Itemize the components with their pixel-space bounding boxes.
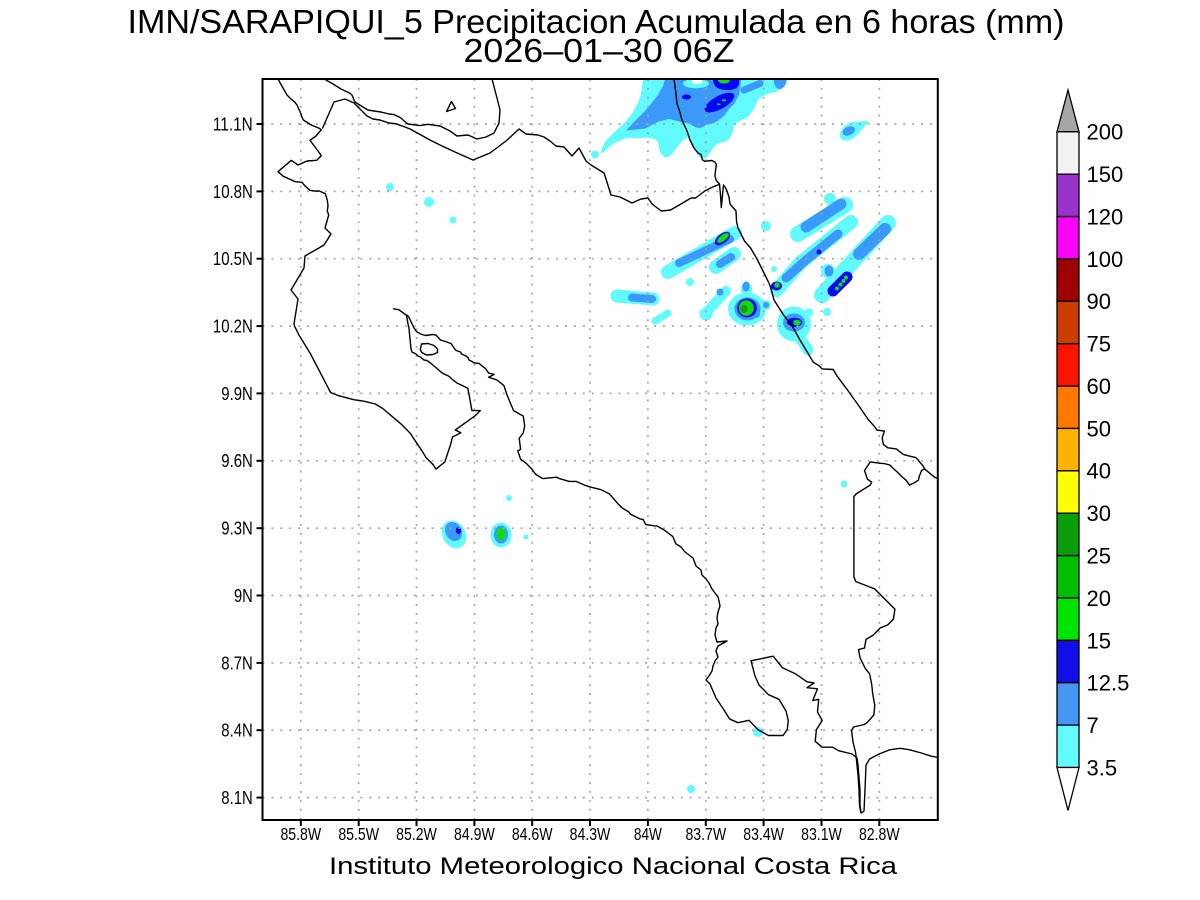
svg-text:40: 40	[1087, 459, 1111, 484]
svg-text:11.1N: 11.1N	[213, 114, 253, 134]
svg-text:83.7W: 83.7W	[685, 824, 726, 844]
svg-text:83.1W: 83.1W	[801, 824, 842, 844]
svg-text:7: 7	[1087, 713, 1099, 738]
svg-text:83.4W: 83.4W	[743, 824, 784, 844]
svg-text:30: 30	[1087, 501, 1111, 526]
svg-text:10.5N: 10.5N	[213, 249, 253, 269]
svg-text:IMN/SARAPIQUI_5 Precipitacion: IMN/SARAPIQUI_5 Precipitacion Acumulada …	[128, 3, 1065, 40]
svg-text:Instituto Meteorologico Nacion: Instituto Meteorologico Nacional Costa R…	[329, 853, 897, 880]
svg-text:84.6W: 84.6W	[512, 824, 553, 844]
svg-text:90: 90	[1087, 289, 1111, 314]
svg-text:150: 150	[1087, 162, 1124, 187]
svg-text:9.9N: 9.9N	[221, 384, 253, 404]
svg-text:200: 200	[1087, 120, 1124, 145]
svg-text:84.3W: 84.3W	[570, 824, 611, 844]
svg-text:9.3N: 9.3N	[221, 519, 253, 539]
svg-text:85.2W: 85.2W	[396, 824, 437, 844]
svg-text:84W: 84W	[634, 824, 662, 844]
svg-text:15: 15	[1087, 628, 1111, 653]
svg-text:20: 20	[1087, 586, 1111, 611]
svg-text:100: 100	[1087, 247, 1124, 272]
svg-text:82.8W: 82.8W	[859, 824, 900, 844]
svg-text:75: 75	[1087, 332, 1111, 357]
svg-text:60: 60	[1087, 374, 1111, 399]
svg-text:84.9W: 84.9W	[454, 824, 495, 844]
svg-text:2026–01–30 06Z: 2026–01–30 06Z	[464, 32, 735, 69]
svg-text:9N: 9N	[234, 586, 253, 606]
svg-text:8.4N: 8.4N	[221, 721, 253, 741]
svg-text:8.7N: 8.7N	[221, 653, 253, 673]
svg-text:85.8W: 85.8W	[280, 824, 321, 844]
svg-text:8.1N: 8.1N	[221, 788, 253, 808]
svg-text:12.5: 12.5	[1087, 671, 1130, 696]
svg-text:10.2N: 10.2N	[213, 317, 253, 337]
svg-text:50: 50	[1087, 416, 1111, 441]
svg-text:10.8N: 10.8N	[213, 182, 253, 202]
svg-text:9.6N: 9.6N	[221, 451, 253, 471]
svg-text:120: 120	[1087, 205, 1124, 230]
svg-text:85.5W: 85.5W	[338, 824, 379, 844]
svg-text:3.5: 3.5	[1087, 755, 1118, 780]
svg-text:25: 25	[1087, 544, 1111, 569]
